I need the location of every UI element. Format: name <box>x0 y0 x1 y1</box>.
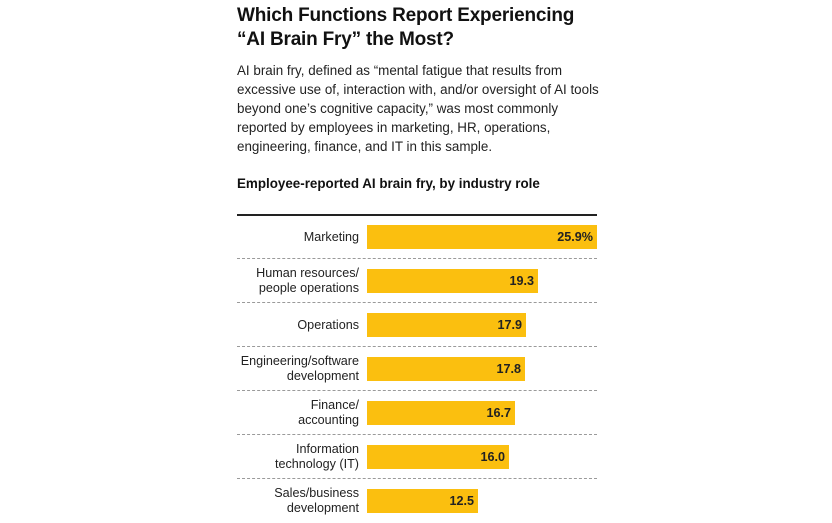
category-label: Sales/business development <box>219 479 359 523</box>
chart-top-rule <box>237 214 597 216</box>
title-line-1: Which Functions Report Experiencing <box>237 5 575 26</box>
category-label-line: Information <box>296 442 359 456</box>
bar-row: Sales/business development 12.5 <box>237 479 597 523</box>
bar-row: Information technology (IT) 16.0 <box>237 435 597 479</box>
bar-value-label: 17.8 <box>496 362 521 376</box>
bar-value-label: 17.9 <box>497 318 522 332</box>
category-label-line: Engineering/software <box>240 354 359 368</box>
row-separator <box>237 258 597 259</box>
category-label-text: Marketing <box>304 230 359 245</box>
row-separator <box>237 302 597 303</box>
category-label-text: Engineering/software development <box>241 354 359 384</box>
bar <box>367 225 597 249</box>
category-label-line: Operations <box>297 317 359 332</box>
bar-row: Operations 17.9 <box>237 303 597 347</box>
subtitle: AI brain fry, defined as “mental fatigue… <box>237 63 599 154</box>
bar <box>367 269 538 293</box>
category-label-line: development <box>286 369 359 383</box>
bar-row: Marketing 25.9% <box>237 215 597 259</box>
bar-value-label: 16.7 <box>486 406 511 420</box>
bar-value-label: 25.9% <box>557 230 593 244</box>
bar-value-label: 16.0 <box>480 450 505 464</box>
bar-chart: Marketing 25.9% Human resources/people ope… <box>237 214 599 518</box>
category-label-text: Operations <box>297 318 359 333</box>
category-label: Human resources/people operations <box>219 259 359 303</box>
category-label-line: Marketing <box>303 229 359 244</box>
bar-value-label: 19.3 <box>509 274 534 288</box>
bar <box>367 489 478 513</box>
row-separator <box>237 478 597 479</box>
category-label-text: Human resources/people operations <box>256 266 359 296</box>
bar-value-label: 12.5 <box>449 494 474 508</box>
category-label-text: Information technology (IT) <box>275 442 359 472</box>
category-label: Operations <box>219 303 359 347</box>
category-label: Marketing <box>219 215 359 259</box>
chart-title: Employee-reported AI brain fry, by indus… <box>237 176 540 191</box>
bar <box>367 401 515 425</box>
bar <box>367 357 525 381</box>
bar <box>367 313 526 337</box>
category-label-line: technology (IT) <box>275 457 359 471</box>
category-label: Engineering/software development <box>219 347 359 391</box>
category-label-line: development <box>286 501 359 515</box>
row-separator <box>237 434 597 435</box>
category-label-line: Sales/business <box>274 486 359 500</box>
category-label-line: Human resources/ <box>256 266 359 280</box>
bar-row: Engineering/software development 17.8 <box>237 347 597 391</box>
category-label-text: Sales/business development <box>274 486 359 516</box>
row-separator <box>237 346 597 347</box>
category-label: Information technology (IT) <box>219 435 359 479</box>
bar-row: Finance/accounting 16.7 <box>237 391 597 435</box>
row-separator <box>237 390 597 391</box>
category-label-line: Finance/ <box>310 398 359 412</box>
category-label-text: Finance/accounting <box>298 398 359 428</box>
category-label-line: people operations <box>258 281 359 295</box>
category-label-line: accounting <box>298 413 359 427</box>
page-title: Which Functions Report Experiencing “AI … <box>237 4 599 52</box>
category-label: Finance/accounting <box>219 391 359 435</box>
header: Which Functions Report Experiencing “AI … <box>237 4 599 193</box>
title-line-2: “AI Brain Fry” the Most? <box>237 29 454 50</box>
bar-row: Human resources/people operations 19.3 <box>237 259 597 303</box>
bar <box>367 445 509 469</box>
